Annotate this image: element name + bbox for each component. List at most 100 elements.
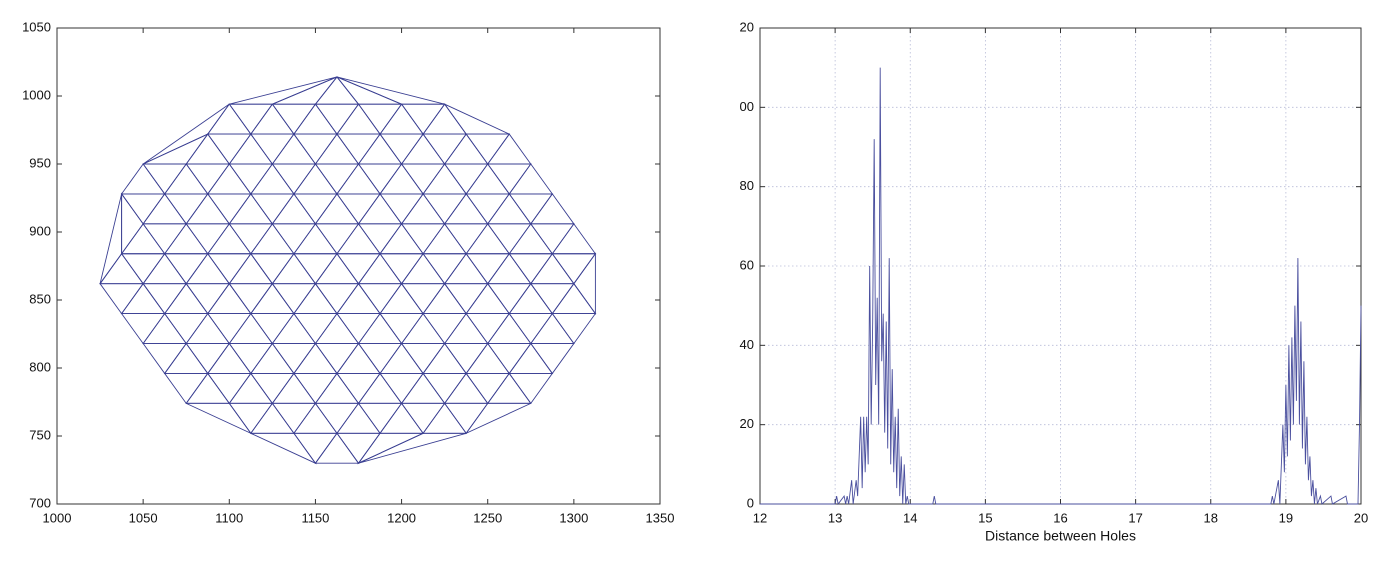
mesh-triangle	[185, 193, 231, 225]
mesh-triangle	[400, 163, 446, 195]
mesh-triangle	[400, 312, 446, 344]
x-tick-label: 14	[903, 510, 917, 525]
mesh-triangle	[400, 372, 446, 404]
x-tick-label: 1000	[43, 510, 72, 525]
x-tick-label: 1350	[646, 510, 675, 525]
mesh-triangle	[358, 432, 467, 464]
y-tick-label: 0	[747, 495, 754, 510]
mesh-triangle	[314, 312, 360, 344]
mesh-triangle	[336, 342, 381, 374]
mesh-triangle	[249, 103, 295, 135]
mesh-triangle	[163, 193, 209, 225]
mesh-triangle	[357, 223, 403, 255]
mesh-triangle	[357, 252, 403, 285]
y-tick-label: 750	[29, 427, 51, 442]
mesh-triangle	[249, 342, 295, 374]
mesh-triangle	[357, 103, 403, 135]
mesh-triangle	[529, 223, 575, 255]
mesh-triangle	[206, 282, 252, 315]
mesh-triangle	[465, 163, 511, 195]
mesh-triangle	[443, 312, 489, 344]
mesh-triangle	[185, 223, 231, 255]
y-tick-label: 40	[740, 337, 754, 352]
mesh-triangle	[443, 402, 489, 435]
mesh-triangle	[400, 283, 446, 315]
mesh-triangle	[443, 343, 489, 375]
mesh-triangle	[443, 133, 489, 165]
mesh-triangle	[465, 253, 511, 285]
y-tick-label: 80	[740, 178, 754, 193]
y-tick-label: 20	[740, 416, 754, 431]
mesh-triangle	[293, 133, 338, 165]
y-tick-label: 700	[29, 495, 51, 510]
mesh-triangle	[206, 223, 252, 255]
mesh-triangle	[249, 193, 295, 225]
mesh-triangle	[314, 372, 360, 404]
mesh-triangle	[120, 282, 166, 315]
mesh-triangle	[271, 283, 317, 315]
mesh-triangle	[271, 402, 317, 435]
mesh-triangle	[163, 372, 209, 405]
axes-frame	[56, 27, 661, 505]
mesh-triangle	[206, 103, 252, 135]
mesh-triangle	[206, 313, 252, 345]
mesh-triangle	[379, 163, 424, 195]
mesh-triangle	[464, 402, 531, 435]
mesh-triangle	[314, 252, 360, 285]
mesh-triangle	[293, 432, 338, 464]
mesh-triangle	[551, 223, 597, 255]
mesh-triangle	[228, 402, 274, 435]
mesh-triangle	[443, 103, 510, 135]
mesh-triangle	[271, 103, 317, 135]
mesh-triangle	[228, 372, 274, 404]
mesh-triangle	[357, 312, 403, 344]
mesh-triangle	[228, 103, 274, 135]
mesh-triangle	[185, 372, 231, 404]
mesh-triangle	[336, 253, 381, 285]
mesh-triangle	[120, 313, 166, 345]
mesh-triangle	[163, 342, 209, 374]
x-tick-label: 1200	[387, 510, 416, 525]
y-tick-label: 900	[29, 223, 51, 238]
mesh-triangle	[357, 133, 403, 165]
mesh-triangle	[465, 313, 511, 345]
mesh-triangle	[443, 372, 489, 404]
mesh-triangle	[465, 342, 511, 374]
mesh-triangle	[249, 223, 295, 255]
mesh-triangle	[465, 133, 511, 165]
mesh-triangle	[206, 133, 252, 165]
mesh-triangle	[443, 193, 489, 225]
mesh-triangle	[336, 402, 381, 434]
y-tick-label: 20	[740, 19, 754, 34]
mesh-triangle	[228, 312, 274, 344]
mesh-triangle	[422, 193, 468, 225]
mesh-triangle	[486, 372, 532, 404]
mesh-triangle	[120, 193, 166, 225]
x-tick-label: 17	[1128, 510, 1142, 525]
mesh-triangle	[293, 253, 338, 285]
mesh-triangle	[120, 253, 166, 285]
x-tick-label: 12	[753, 510, 767, 525]
mesh-triangle	[271, 193, 317, 225]
mesh-triangle	[228, 133, 274, 165]
mesh-triangle	[400, 402, 446, 435]
mesh-triangle	[508, 253, 554, 285]
x-tick-label: 1050	[129, 510, 158, 525]
mesh-triangle	[379, 133, 424, 165]
mesh-triangle	[336, 372, 381, 405]
mesh-triangle	[293, 223, 338, 255]
mesh-triangle	[185, 283, 231, 315]
mesh-triangle	[293, 282, 338, 315]
mesh-triangle	[336, 163, 381, 195]
y-tick-label: 00	[740, 99, 754, 114]
mesh-triangle	[422, 253, 468, 285]
mesh-triangle	[228, 223, 274, 255]
mesh-triangle	[508, 193, 554, 225]
mesh-triangle	[508, 342, 554, 374]
mesh-triangle	[163, 163, 209, 195]
mesh-triangle	[206, 342, 252, 374]
mesh-triangle	[573, 252, 596, 315]
mesh-triangle	[529, 312, 575, 344]
mesh-triangle	[357, 163, 403, 195]
